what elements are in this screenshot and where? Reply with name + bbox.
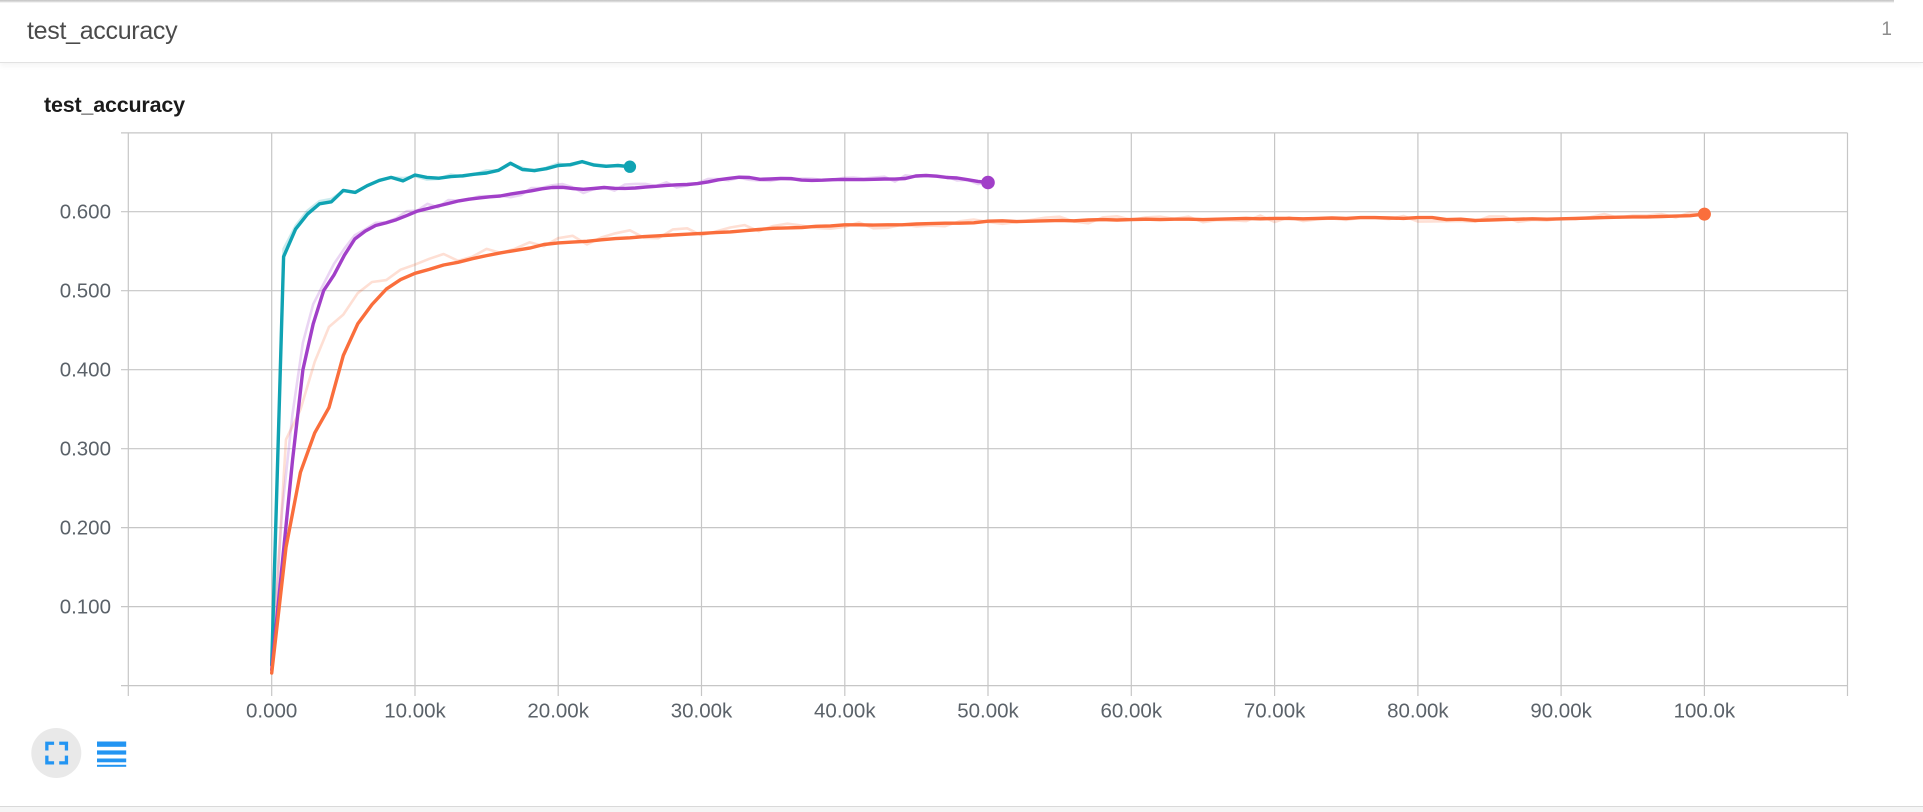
svg-text:0.200: 0.200	[60, 517, 111, 540]
svg-text:70.00k: 70.00k	[1244, 700, 1306, 723]
svg-text:0.100: 0.100	[60, 596, 111, 619]
svg-text:100.0k: 100.0k	[1674, 700, 1736, 723]
svg-text:80.00k: 80.00k	[1387, 700, 1449, 723]
svg-text:0.000: 0.000	[246, 700, 297, 723]
svg-text:30.00k: 30.00k	[671, 700, 733, 723]
svg-text:0.300: 0.300	[60, 438, 111, 461]
svg-text:90.00k: 90.00k	[1530, 700, 1592, 723]
svg-text:10.00k: 10.00k	[384, 700, 446, 723]
svg-text:60.00k: 60.00k	[1101, 700, 1163, 723]
svg-text:test_accuracy: test_accuracy	[44, 93, 185, 117]
svg-text:0.500: 0.500	[60, 280, 111, 303]
svg-text:20.00k: 20.00k	[527, 700, 589, 723]
svg-text:0.400: 0.400	[60, 359, 111, 382]
svg-text:0.600: 0.600	[60, 201, 111, 224]
svg-text:50.00k: 50.00k	[957, 700, 1019, 723]
svg-text:40.00k: 40.00k	[814, 700, 876, 723]
